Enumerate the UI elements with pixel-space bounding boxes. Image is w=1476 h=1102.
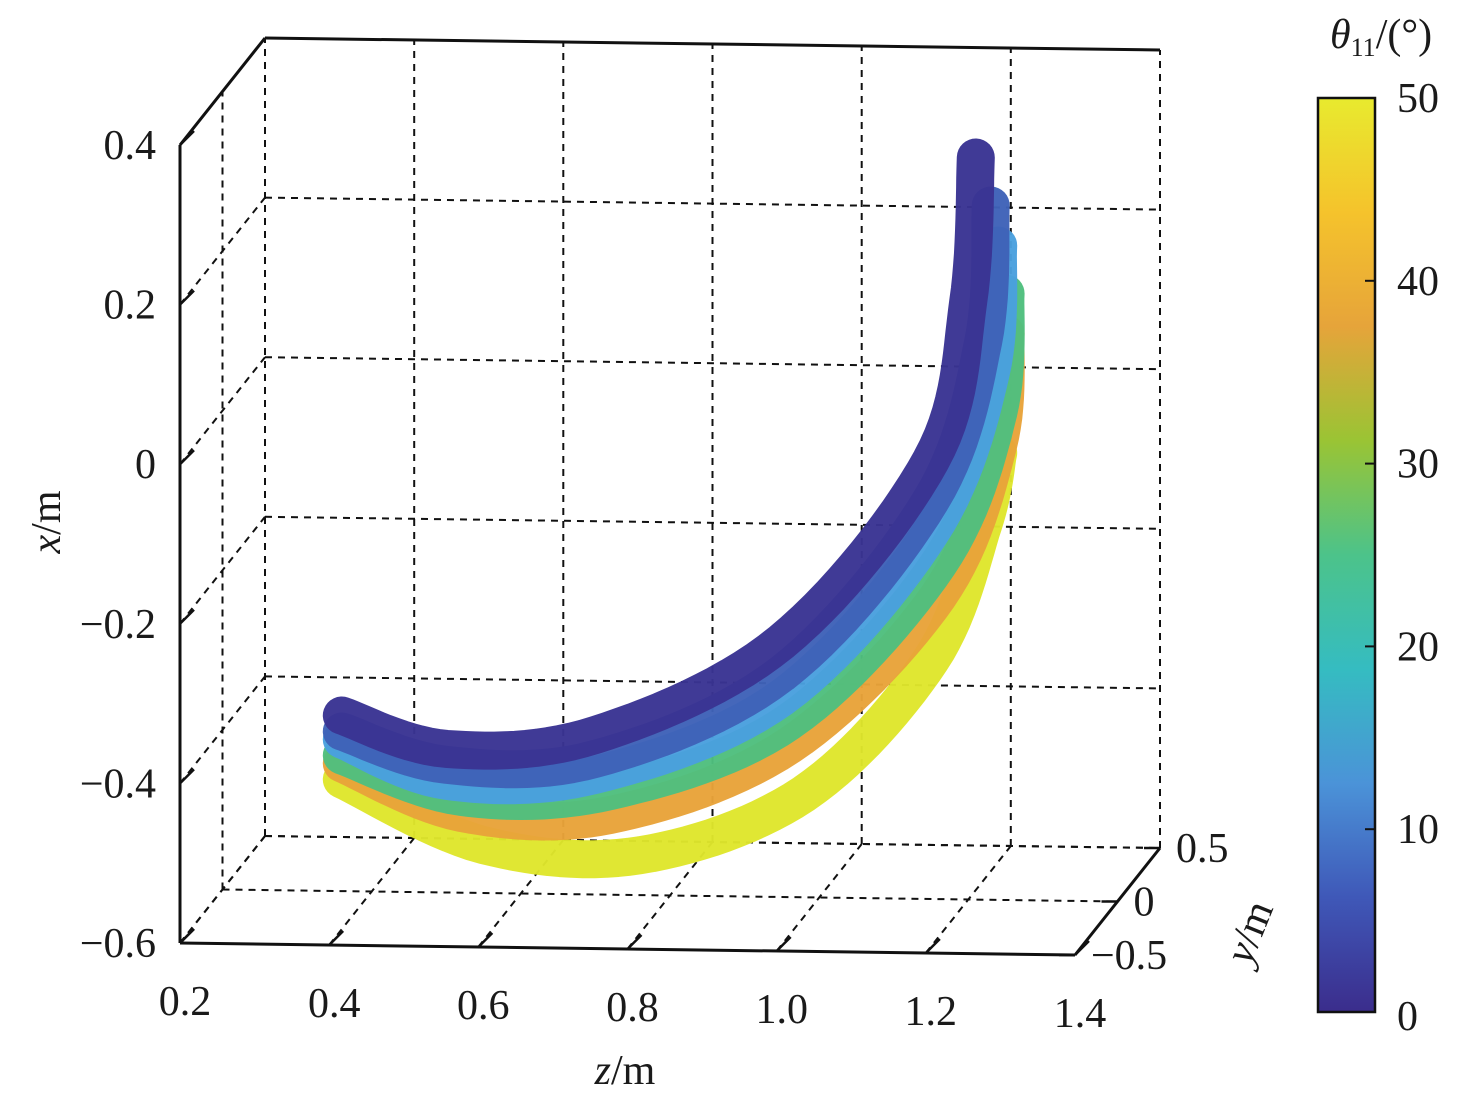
colorbar-tick-label: 10 [1397,807,1439,853]
top-left-edge [178,37,267,146]
z-tick-mark [924,938,941,954]
x-tick-mark [179,768,195,785]
x-tick-label: 0 [135,442,156,488]
grid-left-diagonal [179,675,266,785]
x-axis-label: x/m [24,490,70,554]
grid-floor-horizontal [222,888,1118,903]
z-tick-label: 0.2 [159,979,212,1025]
z-axis-label-unit: /m [611,1048,656,1094]
colorbar-tick-label: 20 [1397,624,1439,670]
x-axis-label-unit: /m [24,490,70,535]
colorbar-label: θ11/(°) [1330,12,1432,62]
y-tick-label: 0.5 [1176,826,1229,872]
colorbar-tick-label: 50 [1397,76,1439,122]
z-axis-label: z/m [594,1048,656,1094]
colorbar-label-subscript: 11 [1351,33,1376,62]
z-tick-label: 1.0 [755,987,808,1033]
grid-back-horizontal [264,515,1161,530]
y-axis-label: y/m [1215,894,1283,974]
grid-left-diagonal [179,516,266,625]
z-tick-label: 1.4 [1054,991,1107,1037]
data-band-theta-0 [322,138,995,770]
x-tick-label: −0.2 [80,602,156,648]
x-tick-label: −0.4 [80,761,156,807]
x-tick-mark [179,928,195,944]
data-bands [322,138,1025,879]
z-tick-mark [328,930,345,946]
colorbar-tick-label: 40 [1397,259,1439,305]
z-tick-label: 0.4 [308,981,361,1027]
x-tick-label: −0.6 [80,921,156,967]
y-tick-label: −0.5 [1091,933,1167,979]
x-tick-mark [179,130,195,146]
x-tick-mark [179,289,195,306]
colorbar-label-var: θ [1330,12,1351,58]
x-tick-label: 0.4 [104,123,157,169]
z-tick-mark [477,932,494,948]
z-tick-label: 0.8 [606,985,659,1031]
z-tick-label: 1.2 [905,989,958,1035]
axes-frame [178,36,1162,957]
z-tick-label: 0.6 [457,983,510,1029]
z-tick-mark [1074,940,1090,956]
top-back-edge [264,36,1161,52]
x-tick-mark [179,608,195,625]
colorbar-tick-label: 0 [1397,994,1418,1040]
z-tick-mark [775,936,792,952]
grid-floor-diagonal [775,843,863,952]
colorbar-tick-label: 30 [1397,442,1439,488]
colorbar: 0 10 20 30 40 50 θ11/(°) [1316,12,1439,1040]
colorbar-label-unit: /(°) [1376,12,1432,58]
grid-left-diagonal [179,196,266,306]
colorbar-gradient-bar [1316,96,1377,1014]
tick-labels: 0.2 0.4 0.6 0.8 1.0 1.2 1.4 −0.5 0 0.5 −0.6 −0.4 −0.… [24,123,1283,1094]
grid-back-horizontal [264,196,1161,211]
x-axis-label-var: x [24,535,70,555]
grid-floor-diagonal [477,839,565,948]
z-tick-mark [626,934,643,950]
x-tick-mark [179,449,195,466]
grid-left-diagonal [179,356,266,465]
z-axis-label-var: z [594,1048,611,1094]
y-tick-label: 0 [1134,880,1155,926]
x-tick-label: 0.2 [104,283,157,329]
